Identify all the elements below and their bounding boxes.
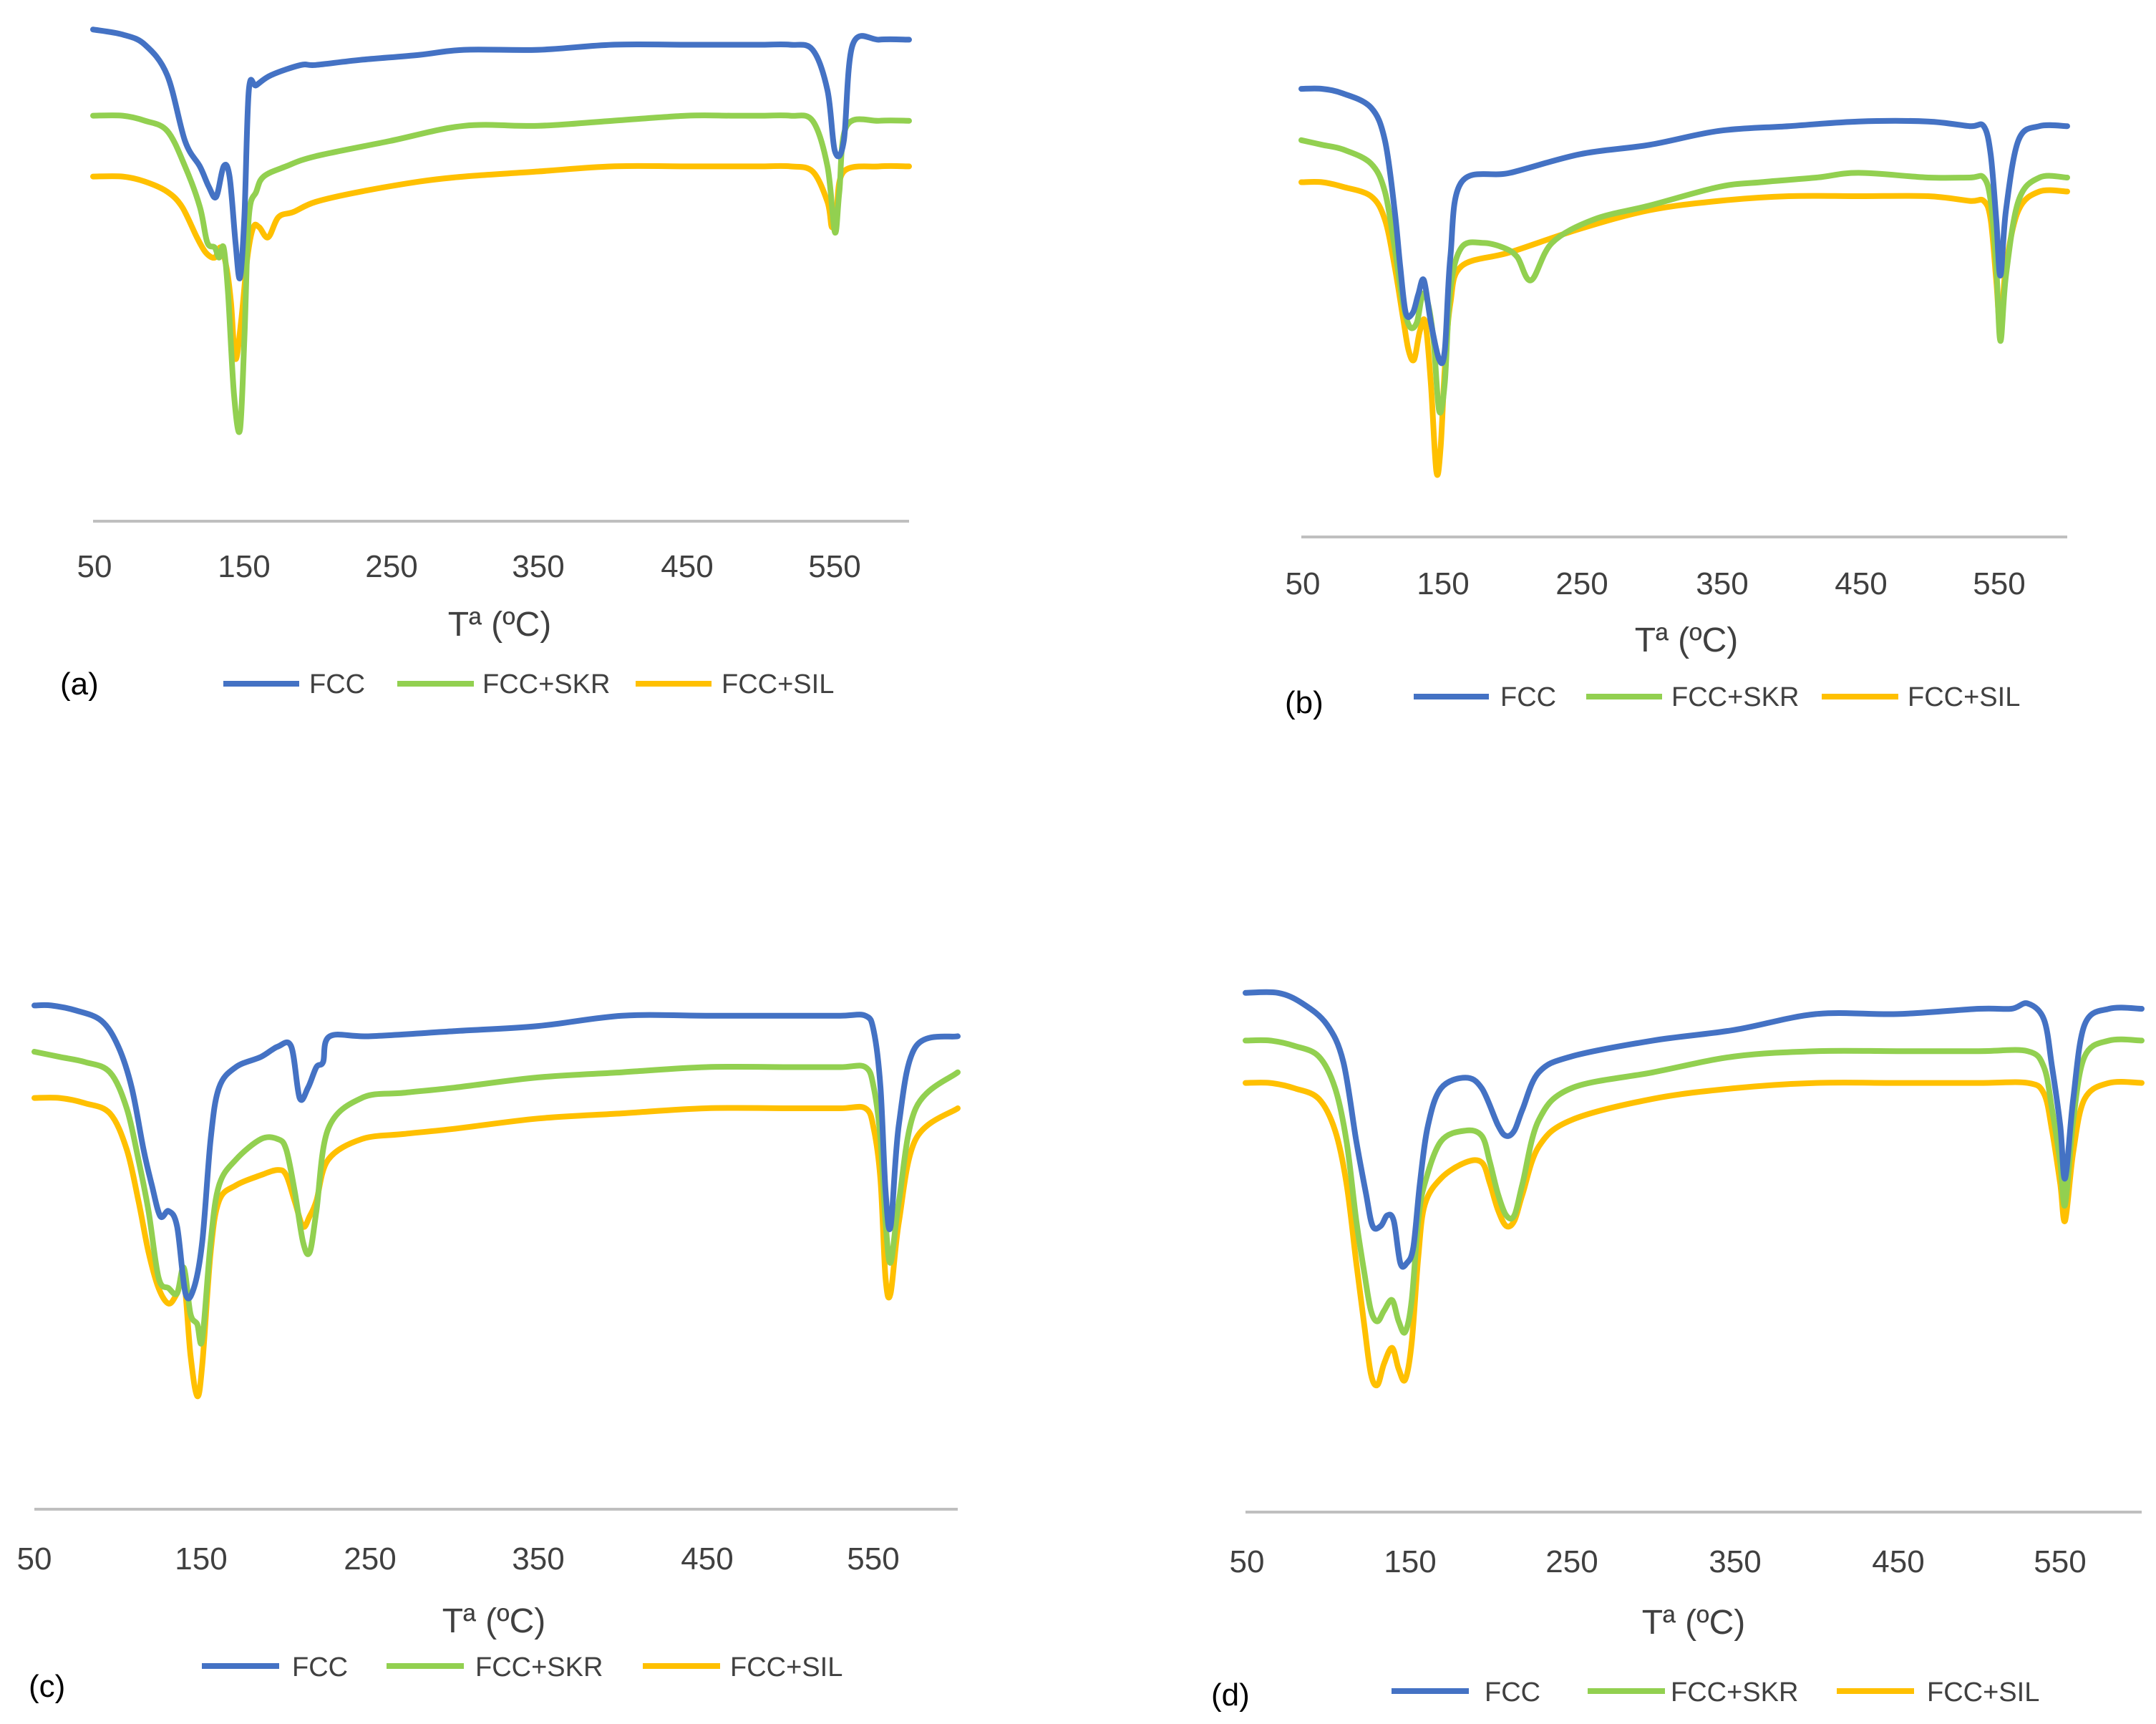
series-line-fcc-sil [1243,1078,2145,1389]
chart-panel-c: 50 150 250 350 450 550 Tª (ºC) (c) FCC F… [17,1002,961,1704]
x-tick-label: 350 [512,549,564,584]
x-tick-label: 250 [1545,1544,1598,1579]
x-tick-label: 350 [1696,566,1748,601]
plot-area [1298,85,2070,478]
plot-area [90,26,912,435]
x-tick-label: 450 [661,549,713,584]
chart-panel-a: 50 150 250 350 450 550 Tª (ºC) (a) FCC F… [60,26,912,702]
series-line-fcc [1243,989,2145,1270]
series-line-fcc-skr [90,112,912,435]
legend-label-fcc-sil: FCC+SIL [1908,682,2020,712]
x-tick-label: 50 [77,549,112,584]
legend-label-fcc: FCC [1485,1677,1540,1708]
series-line-fcc [31,1002,961,1302]
series-line-fcc [1298,85,2070,367]
series-line-fcc-sil [31,1095,961,1400]
legend-label-fcc: FCC [292,1652,348,1682]
x-tick-label: 550 [1973,566,2025,601]
x-tick-label: 550 [808,549,860,584]
x-axis-title: Tª (ºC) [442,1602,546,1640]
x-tick-label: 50 [1230,1544,1265,1579]
x-tick-label: 150 [1417,566,1469,601]
legend-label-fcc-sil: FCC+SIL [1927,1677,2039,1708]
legend-label-fcc-skr: FCC+SKR [482,669,610,699]
x-tick-label: 350 [512,1541,564,1577]
plot-area [1243,989,2145,1389]
panel-label: (a) [60,667,99,702]
legend-label-fcc-skr: FCC+SKR [1671,1677,1798,1708]
legend-label-fcc-sil: FCC+SIL [730,1652,843,1682]
x-tick-label: 450 [1872,1544,1924,1579]
series-line-fcc-skr [31,1049,961,1347]
legend-label-fcc-sil: FCC+SIL [722,669,834,699]
x-tick-label: 450 [1835,566,1887,601]
x-tick-label: 250 [344,1541,396,1577]
x-axis-title: Tª (ºC) [1642,1604,1746,1642]
legend-label-fcc: FCC [1500,682,1556,712]
x-tick-label: 150 [1384,1544,1436,1579]
legend-label-fcc-skr: FCC+SKR [475,1652,603,1682]
x-tick-label: 50 [17,1541,52,1577]
x-tick-label: 350 [1709,1544,1761,1579]
panel-label: (d) [1211,1677,1250,1713]
chart-panel-b: 50 150 250 350 450 550 Tª (ºC) (b) FCC F… [1285,85,2070,720]
panel-label: (b) [1285,685,1324,720]
series-line-fcc [90,26,912,281]
legend-label-fcc-skr: FCC+SKR [1671,682,1799,712]
plot-area [31,1002,961,1400]
x-tick-label: 550 [847,1541,899,1577]
x-tick-label: 250 [365,549,417,584]
x-tick-label: 250 [1555,566,1608,601]
x-tick-label: 50 [1286,566,1321,601]
legend-label-fcc: FCC [309,669,365,699]
x-tick-label: 150 [218,549,270,584]
x-tick-label: 550 [2034,1544,2086,1579]
chart-panel-d: 50 150 250 350 450 550 Tª (ºC) (d) FCC F… [1211,989,2145,1713]
series-line-fcc-sil [90,163,912,362]
x-axis-title: Tª (ºC) [1635,621,1739,659]
x-tick-label: 450 [681,1541,733,1577]
panel-label: (c) [29,1669,65,1704]
series-line-fcc-skr [1298,137,2070,416]
series-line-fcc-skr [1243,1036,2145,1336]
x-axis-title: Tª (ºC) [448,606,552,644]
x-tick-label: 150 [175,1541,227,1577]
